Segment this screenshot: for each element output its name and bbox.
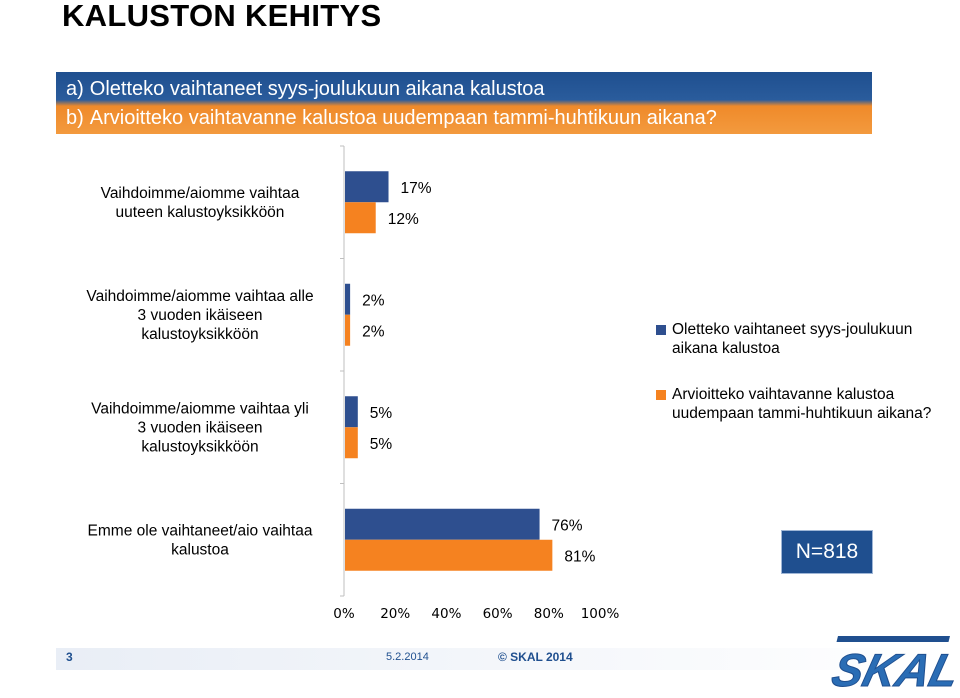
data-label: 17%	[401, 180, 432, 197]
bar-series-b	[345, 427, 358, 459]
x-tick-label: 0%	[333, 606, 355, 622]
legend-label-series-a: Oletteko vaihtaneet syys-joulukuun aikan…	[672, 321, 913, 357]
legend-swatch-series-a	[656, 325, 666, 335]
data-label: 12%	[388, 211, 419, 228]
bar-series-b	[345, 539, 553, 571]
x-tick-label: 100%	[581, 606, 620, 622]
category-label: Emme ole vaihtaneet/aio vaihtaa kalustoa	[88, 522, 313, 558]
bar-series-a	[345, 283, 351, 315]
x-tick-label: 20%	[380, 606, 410, 622]
logo-text: SKAL	[827, 645, 954, 696]
footer-page-number: 3	[66, 650, 73, 664]
data-label: 2%	[362, 323, 385, 340]
x-tick-label: 80%	[534, 606, 564, 622]
bar-series-b	[345, 202, 376, 234]
question-b-text: Arvioitteko vaihtavanne kalustoa uudempa…	[89, 107, 717, 129]
footer-copyright: © SKAL 2014	[498, 650, 573, 664]
category-label: Vaihdoimme/aiomme vaihtaa uuteen kalustoy…	[101, 185, 300, 221]
question-a: a) Oletteko vaihtaneet syys-joulukuun aik…	[66, 77, 545, 101]
bar-series-a	[345, 508, 540, 540]
footer-bar	[56, 648, 956, 670]
question-b-prefix: b)	[66, 107, 84, 129]
question-b: b) Arvioitteko vaihtavanne kalustoa uudem…	[66, 106, 717, 130]
sample-size-badge: N=818	[782, 531, 872, 573]
data-label: 5%	[370, 405, 393, 422]
skal-logo: SKAL	[827, 636, 954, 696]
data-label: 2%	[362, 292, 385, 309]
data-label: 5%	[370, 436, 393, 453]
question-a-text: Oletteko vaihtaneet syys-joulukuun aikan…	[89, 78, 545, 100]
data-label: 81%	[564, 548, 595, 565]
bar-series-a	[345, 396, 358, 428]
question-banner: a) Oletteko vaihtaneet syys-joulukuun aik…	[56, 72, 872, 134]
bar-series-a	[345, 171, 389, 203]
question-a-prefix: a)	[66, 78, 84, 100]
data-label: 76%	[552, 517, 583, 534]
category-label: Vaihdoimme/aiomme vaihtaa alle 3 vuoden i…	[86, 288, 313, 343]
bar-series-b	[345, 314, 351, 346]
x-tick-label: 40%	[431, 606, 461, 622]
category-label: Vaihdoimme/aiomme vaihtaa yli 3 vuoden ik…	[91, 400, 309, 455]
x-tick-label: 60%	[483, 606, 513, 622]
legend-swatch-series-b	[656, 390, 666, 400]
page-title: KALUSTON KEHITYS	[62, 0, 382, 33]
legend-label-series-b: Arvioitteko vaihtavanne kalustoa uudempa…	[672, 386, 932, 422]
footer-date: 5.2.2014	[386, 651, 429, 663]
